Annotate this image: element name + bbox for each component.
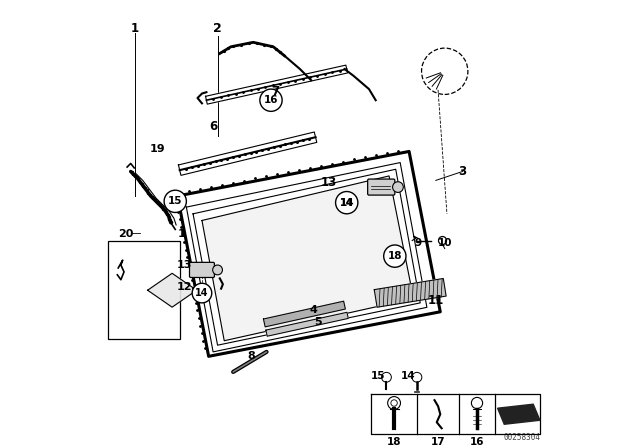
Polygon shape bbox=[264, 301, 346, 327]
Text: 14: 14 bbox=[340, 198, 353, 208]
Text: 14: 14 bbox=[195, 288, 209, 298]
Text: 13: 13 bbox=[321, 176, 337, 189]
Text: 18: 18 bbox=[388, 251, 402, 261]
Text: 8: 8 bbox=[247, 351, 255, 362]
Text: 1: 1 bbox=[178, 229, 186, 239]
Text: 1: 1 bbox=[131, 22, 140, 35]
Text: 13: 13 bbox=[177, 260, 192, 270]
Text: 11: 11 bbox=[428, 294, 444, 307]
Text: 15: 15 bbox=[168, 196, 182, 207]
Text: 00258304: 00258304 bbox=[504, 433, 541, 442]
Polygon shape bbox=[179, 132, 317, 175]
Text: 4: 4 bbox=[309, 305, 317, 314]
Circle shape bbox=[337, 193, 356, 212]
Text: 19: 19 bbox=[150, 144, 165, 154]
Text: 15: 15 bbox=[371, 371, 385, 381]
Text: 9: 9 bbox=[415, 238, 422, 248]
Text: 16: 16 bbox=[470, 437, 484, 447]
Text: 10: 10 bbox=[438, 238, 452, 248]
Text: 14: 14 bbox=[401, 371, 416, 381]
Text: 3: 3 bbox=[458, 165, 467, 178]
Text: 5: 5 bbox=[314, 317, 321, 327]
Polygon shape bbox=[205, 65, 348, 104]
Polygon shape bbox=[374, 279, 446, 307]
Circle shape bbox=[392, 182, 403, 193]
Circle shape bbox=[260, 89, 282, 112]
Polygon shape bbox=[202, 176, 413, 341]
Text: 6: 6 bbox=[209, 121, 217, 134]
Text: 7: 7 bbox=[271, 85, 280, 98]
FancyBboxPatch shape bbox=[189, 263, 214, 277]
Text: 17: 17 bbox=[431, 437, 445, 447]
Text: 12: 12 bbox=[177, 282, 192, 292]
FancyBboxPatch shape bbox=[367, 179, 395, 195]
Circle shape bbox=[164, 190, 186, 212]
Text: 18: 18 bbox=[387, 437, 401, 447]
Circle shape bbox=[335, 192, 358, 214]
Circle shape bbox=[212, 265, 223, 275]
Polygon shape bbox=[266, 312, 348, 336]
Circle shape bbox=[384, 245, 406, 267]
Text: 2: 2 bbox=[213, 22, 222, 35]
Circle shape bbox=[422, 48, 468, 95]
Polygon shape bbox=[497, 404, 540, 424]
Text: 14: 14 bbox=[339, 198, 354, 208]
Circle shape bbox=[192, 283, 212, 303]
Polygon shape bbox=[148, 273, 196, 307]
Text: 16: 16 bbox=[264, 95, 278, 105]
Bar bbox=[108, 241, 180, 339]
Text: 20: 20 bbox=[118, 229, 134, 239]
